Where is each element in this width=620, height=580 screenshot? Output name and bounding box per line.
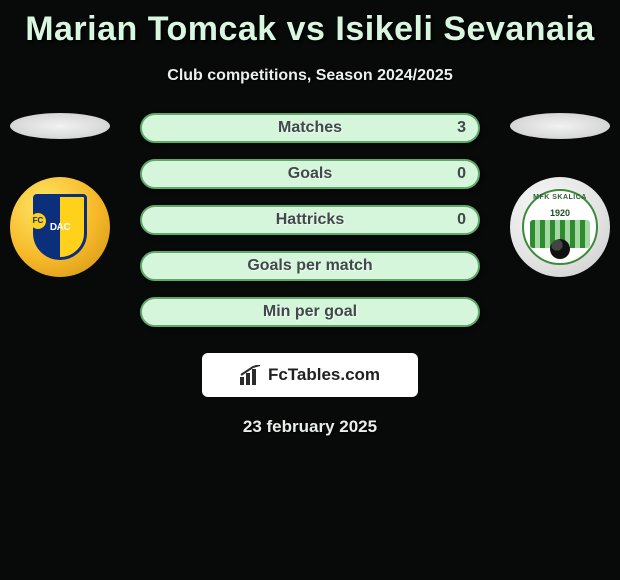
club-shield-right: MFK SKALICA 1920 <box>522 189 598 265</box>
stat-right-value: 0 <box>457 165 466 183</box>
stat-label: Goals <box>288 165 332 183</box>
club-right-year: 1920 <box>550 208 570 218</box>
stat-right-value: 3 <box>457 119 466 137</box>
stat-right-value: 0 <box>457 211 466 229</box>
stat-bar-matches: Matches 3 <box>140 113 480 143</box>
stat-bar-min-per-goal: Min per goal <box>140 297 480 327</box>
soccer-ball-icon <box>550 239 570 259</box>
stat-label: Min per goal <box>263 303 357 321</box>
player-left-oval <box>10 113 110 139</box>
attribution-text: FcTables.com <box>268 365 380 385</box>
player-right-oval <box>510 113 610 139</box>
club-shield-left: FC DAC <box>33 194 87 260</box>
club-badge-left: FC DAC <box>10 177 110 277</box>
stat-bars: Matches 3 Goals 0 Hattricks 0 Goals per … <box>140 113 480 327</box>
subtitle: Club competitions, Season 2024/2025 <box>0 67 620 85</box>
bar-chart-icon <box>240 365 262 385</box>
date-label: 23 february 2025 <box>0 417 620 437</box>
attribution-badge: FcTables.com <box>202 353 418 397</box>
page-title: Marian Tomcak vs Isikeli Sevanaia <box>0 0 620 49</box>
stat-bar-hattricks: Hattricks 0 <box>140 205 480 235</box>
club-right-name: MFK SKALICA <box>533 194 587 201</box>
club-dac-label: DAC <box>50 222 70 233</box>
stat-bar-goals-per-match: Goals per match <box>140 251 480 281</box>
club-fc-label: FC <box>30 213 46 229</box>
stat-label: Matches <box>278 119 342 137</box>
stat-label: Goals per match <box>247 257 372 275</box>
stats-area: FC DAC MFK SKALICA 1920 Matches 3 Goals … <box>0 113 620 327</box>
stat-bar-goals: Goals 0 <box>140 159 480 189</box>
stat-label: Hattricks <box>276 211 344 229</box>
club-badge-right: MFK SKALICA 1920 <box>510 177 610 277</box>
